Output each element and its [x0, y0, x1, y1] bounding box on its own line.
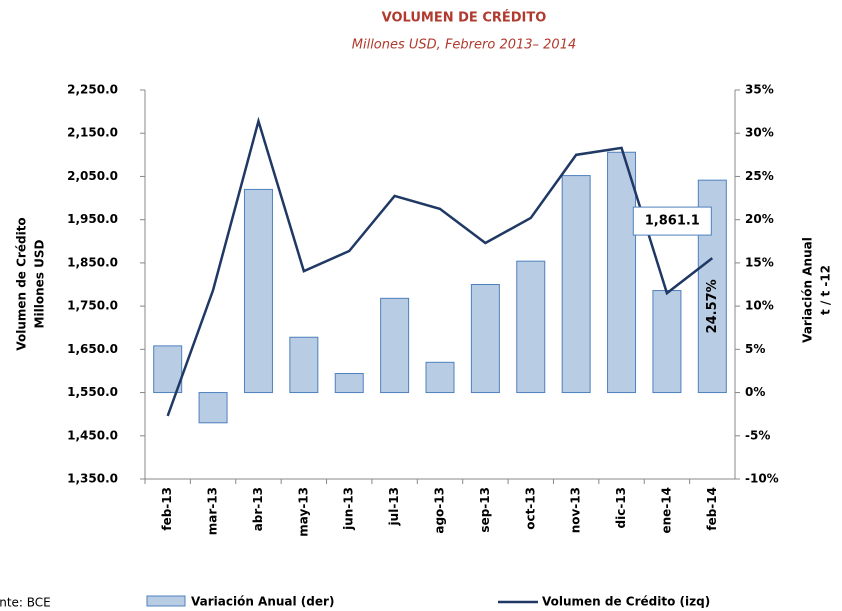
- legend-swatch: [147, 596, 185, 606]
- bar: [471, 285, 499, 393]
- y-tick-label: 2,150.0: [67, 126, 118, 140]
- chart: VOLUMEN DE CRÉDITO Millones USD, Febrero…: [0, 0, 842, 611]
- y2-tick-label: -10%: [745, 472, 779, 486]
- bar-value-label: 24.57%: [705, 279, 720, 333]
- x-tick-label: abr-13: [251, 487, 265, 531]
- bar: [653, 291, 681, 393]
- y2-axis-title: t / t -12: [819, 265, 833, 315]
- y2-tick-label: 5%: [745, 342, 765, 356]
- y-tick-label: 2,250.0: [67, 83, 118, 97]
- y-tick-label: 1,850.0: [67, 255, 118, 269]
- y2-tick-label: 10%: [745, 299, 774, 313]
- legend-label: Volumen de Crédito (izq): [542, 595, 710, 609]
- bar: [608, 152, 636, 392]
- chart-subtitle: Millones USD, Febrero 2013– 2014: [352, 38, 577, 53]
- source: Fuente: BCE: [0, 596, 51, 610]
- chart-title: VOLUMEN DE CRÉDITO: [382, 10, 547, 26]
- y2-tick-label: 35%: [745, 83, 774, 97]
- bar: [244, 189, 272, 392]
- bar: [426, 362, 454, 392]
- x-tick-label: jun-13: [342, 487, 356, 531]
- line-value-label: 1,861.1: [645, 214, 700, 229]
- y-axis-title: Millones USD: [33, 240, 47, 329]
- y-tick-label: 1,550.0: [67, 385, 118, 399]
- x-tick-label: may-13: [296, 487, 310, 537]
- x-tick-label: nov-13: [569, 487, 583, 533]
- y-tick-label: 1,750.0: [67, 299, 118, 313]
- x-tick-label: oct-13: [523, 487, 537, 530]
- x-tick-label: feb-14: [705, 487, 719, 531]
- y2-tick-label: -5%: [745, 428, 770, 442]
- y-tick-label: 2,050.0: [67, 169, 118, 183]
- bar: [199, 393, 227, 423]
- x-tick-label: ene-14: [659, 487, 673, 534]
- y2-tick-label: 25%: [745, 169, 774, 183]
- x-tick-label: jul-13: [387, 487, 401, 526]
- bar: [335, 374, 363, 393]
- y2-axis-title: Variación Anual: [801, 237, 815, 343]
- x-tick-label: dic-13: [614, 487, 628, 529]
- y-tick-label: 1,950.0: [67, 212, 118, 226]
- bar: [290, 337, 318, 392]
- x-tick-label: mar-13: [206, 487, 220, 535]
- y-tick-label: 1,350.0: [67, 472, 118, 486]
- y2-tick-label: 15%: [745, 255, 774, 269]
- x-tick-label: feb-13: [160, 487, 174, 531]
- x-tick-label: ago-13: [433, 487, 447, 534]
- y2-tick-label: 20%: [745, 212, 774, 226]
- y2-tick-label: 30%: [745, 126, 774, 140]
- bar: [517, 261, 545, 392]
- y-tick-label: 1,450.0: [67, 428, 118, 442]
- legend-label: Variación Anual (der): [191, 595, 334, 609]
- y-axis-title: Volumen de Crédito: [15, 217, 29, 350]
- y2-tick-label: 0%: [745, 385, 765, 399]
- y-tick-label: 1,650.0: [67, 342, 118, 356]
- bar: [562, 176, 590, 393]
- bar: [381, 298, 409, 392]
- x-tick-label: sep-13: [478, 487, 492, 533]
